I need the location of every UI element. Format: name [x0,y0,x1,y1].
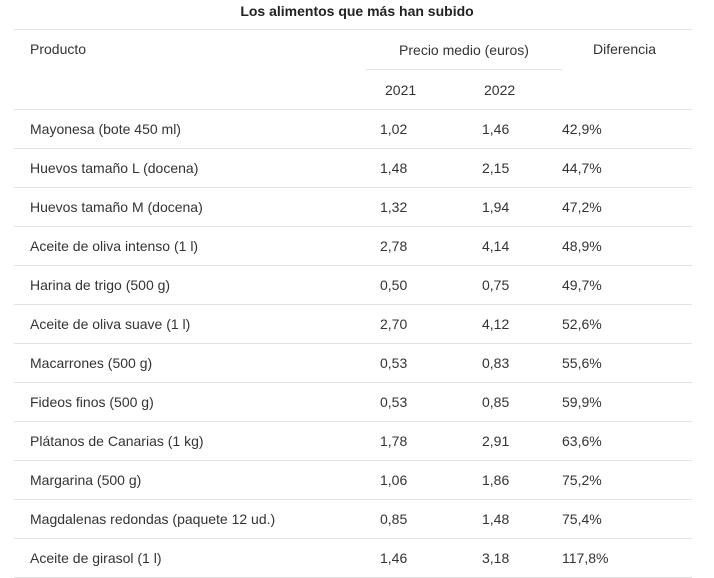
table-body: Mayonesa (bote 450 ml) 1,02 1,46 42,9% Huevo… [14,109,692,578]
cell-price-2021: 0,85 [366,499,466,539]
cell-price-2022: 1,48 [466,499,562,539]
table-row: Margarina (500 g) 1,06 1,86 75,2% [14,460,692,500]
header-year-2021: 2021 [366,69,466,110]
cell-product: Mayonesa (bote 450 ml) [14,109,366,149]
prices-table: Producto Precio medio (euros) Diferencia… [14,29,692,578]
cell-difference: 52,6% [562,304,692,344]
cell-price-2021: 1,32 [366,187,466,227]
cell-difference: 75,2% [562,460,692,500]
cell-product: Aceite de girasol (1 l) [14,538,366,578]
table-row: Harina de trigo (500 g) 0,50 0,75 49,7% [14,265,692,305]
cell-price-2021: 1,48 [366,148,466,188]
cell-price-2021: 1,02 [366,109,466,149]
cell-difference: 42,9% [562,109,692,149]
cell-price-2022: 3,18 [466,538,562,578]
cell-difference: 117,8% [562,538,692,578]
cell-price-2021: 2,70 [366,304,466,344]
cell-difference: 63,6% [562,421,692,461]
cell-price-2022: 4,12 [466,304,562,344]
cell-product: Aceite de oliva suave (1 l) [14,304,366,344]
cell-difference: 59,9% [562,382,692,422]
cell-product: Aceite de oliva intenso (1 l) [14,226,366,266]
table-row: Fideos finos (500 g) 0,53 0,85 59,9% [14,382,692,422]
cell-price-2022: 0,85 [466,382,562,422]
table-row: Aceite de oliva suave (1 l) 2,70 4,12 52,6% [14,304,692,344]
cell-difference: 75,4% [562,499,692,539]
cell-product: Plátanos de Canarias (1 kg) [14,421,366,461]
header-difference: Diferencia [562,29,692,110]
cell-product: Huevos tamaño L (docena) [14,148,366,188]
table-row: Mayonesa (bote 450 ml) 1,02 1,46 42,9% [14,109,692,149]
table-row: Aceite de oliva intenso (1 l) 2,78 4,14 48,… [14,226,692,266]
cell-price-2021: 1,06 [366,460,466,500]
table-row: Plátanos de Canarias (1 kg) 1,78 2,91 63,6% [14,421,692,461]
cell-price-2021: 0,53 [366,382,466,422]
cell-price-2021: 1,78 [366,421,466,461]
cell-difference: 49,7% [562,265,692,305]
cell-price-2022: 2,15 [466,148,562,188]
cell-price-2022: 4,14 [466,226,562,266]
table-title: Los alimentos que más han subido [240,3,474,19]
cell-product: Macarrones (500 g) [14,343,366,383]
cell-product: Huevos tamaño M (docena) [14,187,366,227]
prices-table-container: Producto Precio medio (euros) Diferencia… [14,29,692,578]
table-row: Huevos tamaño M (docena) 1,32 1,94 47,2% [14,187,692,227]
cell-product: Fideos finos (500 g) [14,382,366,422]
cell-price-2021: 2,78 [366,226,466,266]
header-price-group: Precio medio (euros) [366,29,562,70]
cell-price-2022: 0,75 [466,265,562,305]
cell-difference: 44,7% [562,148,692,188]
cell-price-2022: 0,83 [466,343,562,383]
cell-product: Magdalenas redondas (paquete 12 ud.) [14,499,366,539]
header-product: Producto [14,29,366,110]
table-row: Huevos tamaño L (docena) 1,48 2,15 44,7% [14,148,692,188]
cell-price-2022: 1,86 [466,460,562,500]
cell-product: Harina de trigo (500 g) [14,265,366,305]
cell-price-2022: 2,91 [466,421,562,461]
cell-price-2021: 0,50 [366,265,466,305]
cell-price-2021: 1,46 [366,538,466,578]
cell-difference: 47,2% [562,187,692,227]
table-row: Magdalenas redondas (paquete 12 ud.) 0,85… [14,499,692,539]
cell-product: Margarina (500 g) [14,460,366,500]
table-row: Macarrones (500 g) 0,53 0,83 55,6% [14,343,692,383]
cell-price-2022: 1,46 [466,109,562,149]
table-header: Producto Precio medio (euros) Diferencia… [14,29,692,110]
cell-difference: 48,9% [562,226,692,266]
cell-price-2022: 1,94 [466,187,562,227]
table-row: Aceite de girasol (1 l) 1,46 3,18 117,8% [14,538,692,578]
header-year-2022: 2022 [466,69,562,110]
cell-price-2021: 0,53 [366,343,466,383]
cell-difference: 55,6% [562,343,692,383]
